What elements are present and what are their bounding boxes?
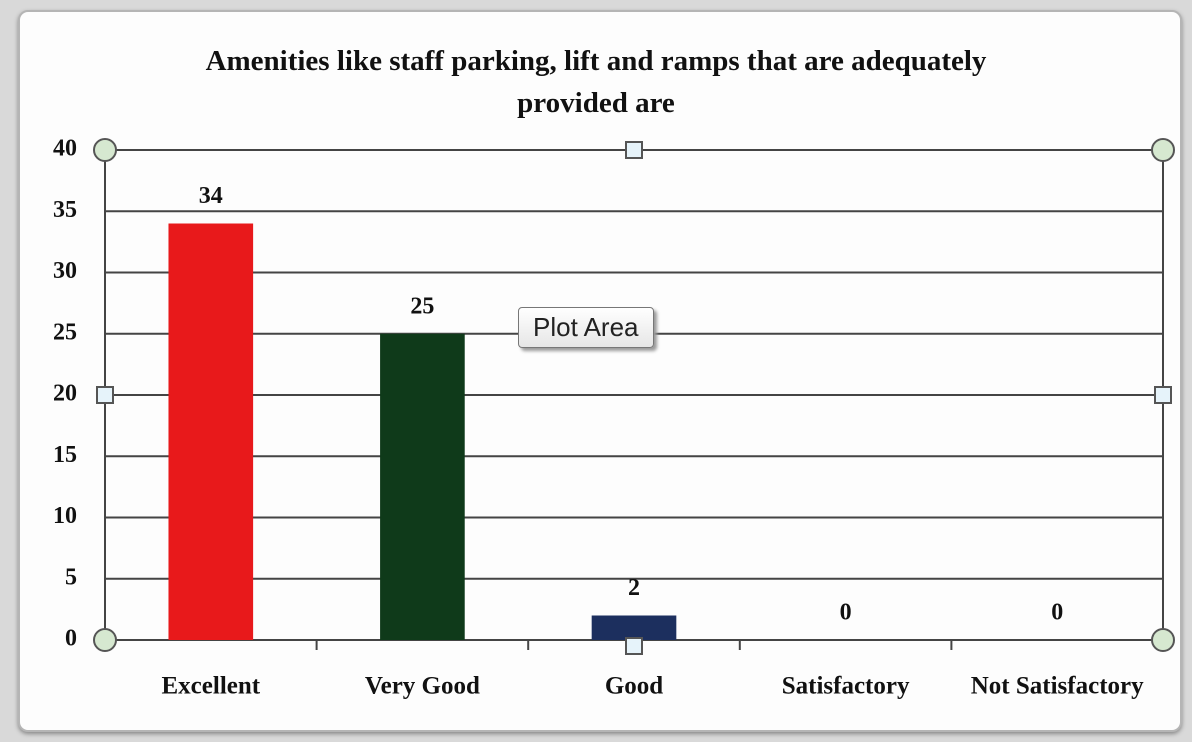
handle <box>625 637 643 655</box>
data-label: 0 <box>840 600 852 626</box>
bar <box>380 333 465 640</box>
x-tick-label: Good <box>605 673 663 700</box>
data-label: 0 <box>1051 600 1063 626</box>
data-label: 34 <box>199 183 223 209</box>
data-label: 2 <box>628 575 640 601</box>
handle <box>96 386 114 404</box>
bar <box>591 615 677 640</box>
tooltip: Plot Area <box>518 307 654 348</box>
y-tick-label: 35 <box>53 197 77 223</box>
y-tick-label: 25 <box>53 319 77 345</box>
x-tick-label: Satisfactory <box>782 673 910 700</box>
y-tick-label: 30 <box>53 258 77 284</box>
handle <box>1151 628 1175 652</box>
x-tick-label: Excellent <box>162 673 261 700</box>
x-tick-label: Very Good <box>365 673 480 700</box>
y-tick-label: 20 <box>53 381 77 407</box>
bar <box>168 223 254 640</box>
y-tick-label: 10 <box>53 503 77 529</box>
handle <box>625 141 643 159</box>
y-tick-label: 5 <box>65 564 77 590</box>
data-label: 25 <box>410 293 434 319</box>
x-tick-label: Not Satisfactory <box>971 673 1144 700</box>
chart-title: Amenities like staff parking, lift and r… <box>205 45 987 119</box>
handle <box>93 628 117 652</box>
y-tick-label: 40 <box>53 136 77 162</box>
handle <box>93 138 117 162</box>
y-tick-label: 0 <box>65 626 77 652</box>
y-tick-label: 15 <box>53 442 77 468</box>
handle <box>1151 138 1175 162</box>
handle <box>1154 386 1172 404</box>
